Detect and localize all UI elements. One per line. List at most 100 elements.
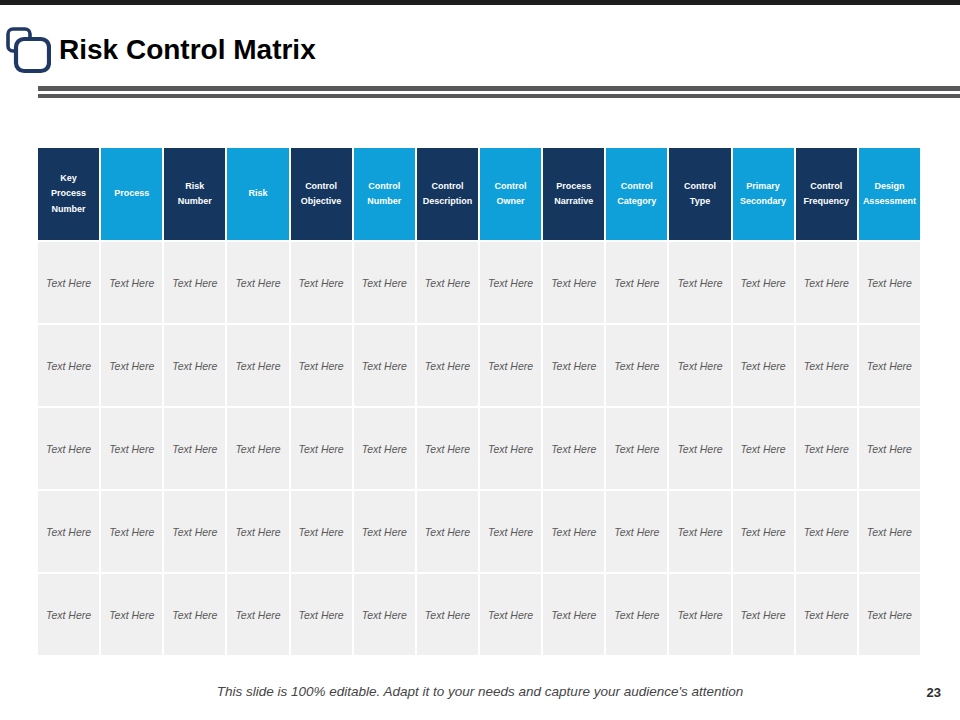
table-cell: Text Here — [417, 408, 478, 489]
table-cell: Text Here — [543, 574, 604, 655]
column-header: Process — [101, 148, 162, 240]
table-cell: Text Here — [733, 408, 794, 489]
table-cell: Text Here — [733, 242, 794, 323]
table-cell: Text Here — [227, 491, 288, 572]
table-cell: Text Here — [669, 574, 730, 655]
table-cell: Text Here — [543, 408, 604, 489]
table-cell: Text Here — [859, 408, 920, 489]
column-header: Control Number — [354, 148, 415, 240]
table-cell: Text Here — [417, 242, 478, 323]
table-row: Text HereText HereText HereText HereText… — [38, 408, 920, 489]
table-cell: Text Here — [480, 325, 541, 406]
table-cell: Text Here — [480, 574, 541, 655]
column-header: Control Description — [417, 148, 478, 240]
table-row: Text HereText HereText HereText HereText… — [38, 325, 920, 406]
table-header-row: Key Process NumberProcessRisk NumberRisk… — [38, 148, 920, 240]
table-cell: Text Here — [354, 325, 415, 406]
table-cell: Text Here — [38, 325, 99, 406]
table-cell: Text Here — [101, 408, 162, 489]
table-cell: Text Here — [669, 242, 730, 323]
table-cell: Text Here — [733, 574, 794, 655]
table-cell: Text Here — [38, 408, 99, 489]
table-row: Text HereText HereText HereText HereText… — [38, 574, 920, 655]
table-cell: Text Here — [354, 408, 415, 489]
column-header: Process Narrative — [543, 148, 604, 240]
table-cell: Text Here — [164, 574, 225, 655]
risk-control-table: Key Process NumberProcessRisk NumberRisk… — [38, 148, 920, 655]
table-cell: Text Here — [606, 325, 667, 406]
table-body: Text HereText HereText HereText HereText… — [38, 242, 920, 655]
divider-line-bottom — [38, 94, 960, 98]
table-cell: Text Here — [227, 325, 288, 406]
page-number: 23 — [927, 685, 941, 700]
table-cell: Text Here — [733, 325, 794, 406]
table-cell: Text Here — [354, 491, 415, 572]
table-cell: Text Here — [164, 325, 225, 406]
table-cell: Text Here — [101, 242, 162, 323]
table-cell: Text Here — [480, 242, 541, 323]
table-cell: Text Here — [164, 491, 225, 572]
table-cell: Text Here — [480, 408, 541, 489]
table-cell: Text Here — [543, 325, 604, 406]
table-cell: Text Here — [796, 242, 857, 323]
table-cell: Text Here — [796, 408, 857, 489]
table-cell: Text Here — [859, 242, 920, 323]
slide: { "slide": { "title": "Risk Control Matr… — [0, 0, 960, 720]
table-cell: Text Here — [291, 325, 352, 406]
table-cell: Text Here — [606, 574, 667, 655]
slide-header: Risk Control Matrix — [5, 26, 316, 74]
page-title: Risk Control Matrix — [59, 34, 316, 66]
table-cell: Text Here — [733, 491, 794, 572]
title-divider — [38, 86, 960, 98]
table-cell: Text Here — [606, 408, 667, 489]
column-header: Key Process Number — [38, 148, 99, 240]
column-header: Control Objective — [291, 148, 352, 240]
table-cell: Text Here — [859, 491, 920, 572]
table-row: Text HereText HereText HereText HereText… — [38, 242, 920, 323]
table-cell: Text Here — [227, 574, 288, 655]
table-cell: Text Here — [227, 408, 288, 489]
table-cell: Text Here — [543, 242, 604, 323]
table-cell: Text Here — [291, 408, 352, 489]
table-cell: Text Here — [38, 242, 99, 323]
table-cell: Text Here — [101, 574, 162, 655]
column-header: Design Assessment — [859, 148, 920, 240]
column-header: Control Category — [606, 148, 667, 240]
table-cell: Text Here — [354, 574, 415, 655]
table-cell: Text Here — [796, 491, 857, 572]
table-cell: Text Here — [796, 574, 857, 655]
table-cell: Text Here — [669, 325, 730, 406]
table-cell: Text Here — [354, 242, 415, 323]
table-cell: Text Here — [38, 491, 99, 572]
column-header: Risk — [227, 148, 288, 240]
column-header: Control Type — [669, 148, 730, 240]
table-cell: Text Here — [480, 491, 541, 572]
table-cell: Text Here — [227, 242, 288, 323]
table-cell: Text Here — [291, 242, 352, 323]
column-header: Control Owner — [480, 148, 541, 240]
table-cell: Text Here — [164, 408, 225, 489]
table-cell: Text Here — [291, 574, 352, 655]
table-cell: Text Here — [101, 325, 162, 406]
table-row: Text HereText HereText HereText HereText… — [38, 491, 920, 572]
table-cell: Text Here — [796, 325, 857, 406]
table-cell: Text Here — [859, 325, 920, 406]
table-cell: Text Here — [417, 491, 478, 572]
table-cell: Text Here — [164, 242, 225, 323]
table-cell: Text Here — [101, 491, 162, 572]
table-cell: Text Here — [38, 574, 99, 655]
table-cell: Text Here — [417, 574, 478, 655]
column-header: Risk Number — [164, 148, 225, 240]
table-cell: Text Here — [859, 574, 920, 655]
table-cell: Text Here — [669, 491, 730, 572]
table-cell: Text Here — [606, 491, 667, 572]
table-cell: Text Here — [543, 491, 604, 572]
top-accent-bar — [0, 0, 960, 5]
column-header: Primary Secondary — [733, 148, 794, 240]
table-cell: Text Here — [417, 325, 478, 406]
footer-note: This slide is 100% editable. Adapt it to… — [0, 684, 960, 699]
table-cell: Text Here — [606, 242, 667, 323]
table-cell: Text Here — [669, 408, 730, 489]
column-header: Control Frequency — [796, 148, 857, 240]
overlapping-squares-icon — [5, 26, 51, 74]
